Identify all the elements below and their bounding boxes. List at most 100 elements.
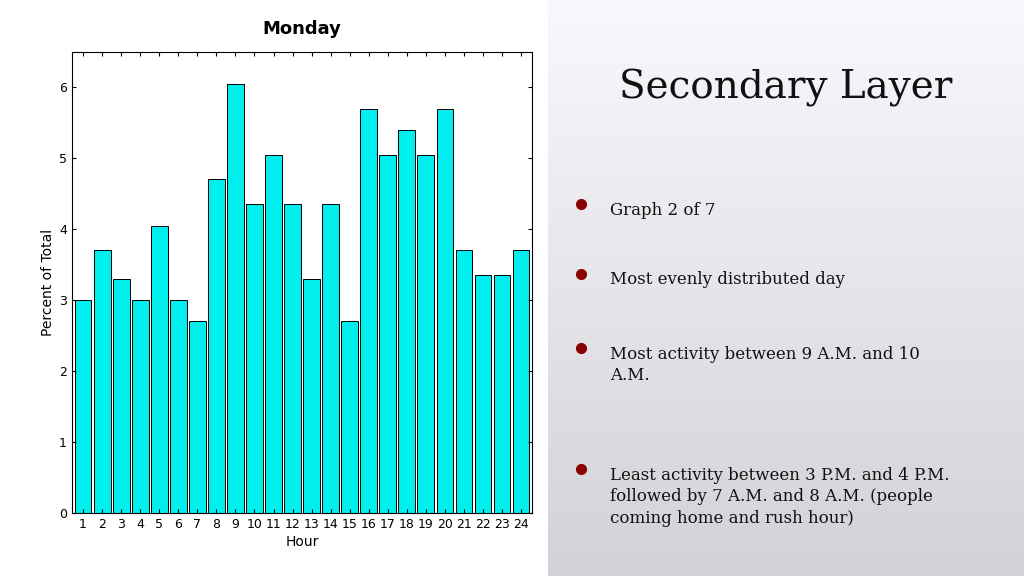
Bar — [548, 490, 1024, 492]
Bar — [548, 0, 1024, 3]
Bar — [548, 60, 1024, 63]
Bar — [548, 481, 1024, 484]
Bar — [548, 132, 1024, 135]
Bar — [548, 389, 1024, 392]
Bar — [548, 467, 1024, 469]
Bar — [548, 72, 1024, 75]
Bar — [398, 130, 415, 513]
Bar — [548, 380, 1024, 383]
Bar — [548, 386, 1024, 389]
Bar — [151, 226, 168, 513]
Bar — [548, 17, 1024, 20]
Bar — [436, 108, 454, 513]
Bar — [548, 323, 1024, 325]
Bar — [548, 320, 1024, 323]
Bar — [548, 294, 1024, 297]
Bar — [548, 242, 1024, 245]
Bar — [189, 321, 206, 513]
Bar — [548, 141, 1024, 144]
Bar — [548, 78, 1024, 81]
Bar — [548, 3, 1024, 6]
Bar — [548, 81, 1024, 84]
Bar — [113, 279, 130, 513]
Bar — [94, 251, 111, 513]
Bar — [548, 40, 1024, 43]
Bar — [548, 458, 1024, 461]
Bar — [548, 118, 1024, 121]
Bar — [548, 305, 1024, 308]
Bar — [132, 300, 148, 513]
Bar — [548, 167, 1024, 170]
Bar — [548, 533, 1024, 536]
Bar — [548, 109, 1024, 112]
Bar — [548, 84, 1024, 86]
Y-axis label: Percent of Total: Percent of Total — [41, 229, 54, 336]
Bar — [548, 170, 1024, 173]
Bar — [548, 308, 1024, 311]
Bar — [548, 225, 1024, 228]
Bar — [548, 222, 1024, 225]
Bar — [548, 504, 1024, 507]
Bar — [548, 521, 1024, 524]
Bar — [548, 112, 1024, 115]
Bar — [513, 251, 529, 513]
Bar — [548, 484, 1024, 487]
Bar — [548, 66, 1024, 69]
Bar — [548, 55, 1024, 58]
Bar — [548, 187, 1024, 190]
Bar — [548, 135, 1024, 138]
Bar — [548, 403, 1024, 406]
Bar — [548, 513, 1024, 516]
Bar — [548, 547, 1024, 550]
Bar — [548, 239, 1024, 242]
Bar — [548, 564, 1024, 567]
Bar — [548, 98, 1024, 101]
Bar — [548, 35, 1024, 37]
Bar — [548, 351, 1024, 354]
Bar — [548, 363, 1024, 366]
Bar — [548, 530, 1024, 533]
Bar — [548, 337, 1024, 340]
Bar — [548, 20, 1024, 23]
Bar — [474, 275, 492, 513]
Bar — [548, 302, 1024, 305]
Bar — [548, 449, 1024, 452]
Bar — [548, 334, 1024, 337]
Bar — [548, 86, 1024, 89]
Bar — [548, 369, 1024, 372]
Bar — [548, 409, 1024, 412]
Bar — [548, 210, 1024, 213]
Bar — [548, 46, 1024, 49]
Bar — [548, 406, 1024, 409]
Text: Monday: Monday — [262, 20, 342, 38]
Bar — [170, 300, 186, 513]
Bar — [208, 180, 225, 513]
Bar — [548, 144, 1024, 147]
Bar — [548, 164, 1024, 167]
Bar — [548, 26, 1024, 29]
Bar — [548, 573, 1024, 576]
Text: Graph 2 of 7: Graph 2 of 7 — [609, 202, 715, 219]
Bar — [548, 101, 1024, 104]
Bar — [548, 541, 1024, 544]
Bar — [548, 328, 1024, 331]
Bar — [548, 400, 1024, 403]
Bar — [548, 69, 1024, 72]
Text: Most activity between 9 A.M. and 10
A.M.: Most activity between 9 A.M. and 10 A.M. — [609, 346, 920, 384]
Bar — [548, 285, 1024, 288]
Bar — [548, 288, 1024, 291]
Bar — [548, 297, 1024, 300]
Bar — [548, 153, 1024, 156]
Bar — [548, 469, 1024, 472]
Bar — [548, 92, 1024, 95]
Bar — [548, 138, 1024, 141]
Bar — [548, 271, 1024, 274]
Bar — [548, 372, 1024, 374]
Bar — [548, 559, 1024, 562]
Bar — [548, 472, 1024, 475]
Bar — [548, 374, 1024, 377]
Bar — [548, 184, 1024, 187]
Bar — [548, 444, 1024, 446]
Text: Secondary Layer: Secondary Layer — [620, 69, 952, 107]
Bar — [548, 331, 1024, 334]
